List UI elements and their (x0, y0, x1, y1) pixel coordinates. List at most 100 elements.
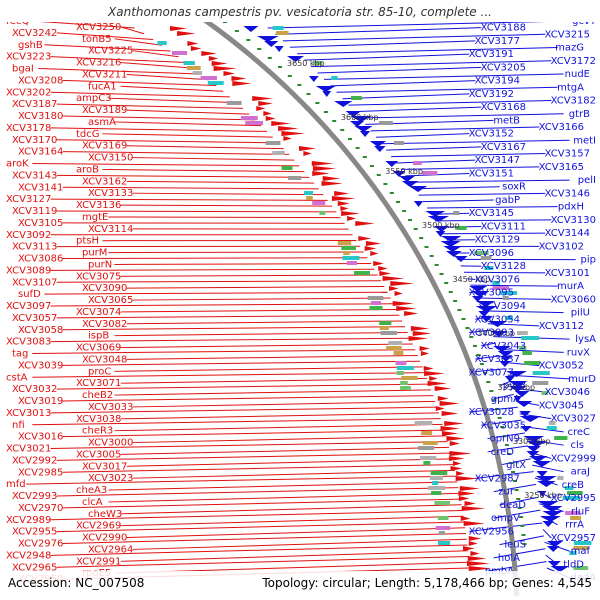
leader-line (391, 153, 546, 158)
gene-label: zur (498, 487, 515, 498)
gene-label: metI (573, 135, 596, 146)
gene-label: leuS (504, 540, 526, 551)
gene-label: XCV3027 (551, 414, 596, 425)
leader-line (62, 533, 466, 544)
forward-annotation-block (240, 116, 258, 120)
gene-label: XCV3250 (76, 22, 121, 33)
forward-annotation-block (380, 331, 398, 335)
reverse-gene-arrow (546, 541, 564, 547)
gene-label: XCV3114 (88, 224, 133, 235)
leader-line (50, 91, 230, 98)
reverse-gene-arrow (528, 456, 548, 462)
leader-line (132, 50, 179, 58)
reverse-gene-arrow (392, 171, 406, 177)
gene-label: XCV3141 (18, 182, 63, 193)
leader-line (50, 544, 468, 556)
tick-dash (424, 246, 429, 248)
leader-line (126, 180, 315, 184)
leader-line (108, 251, 364, 254)
gene-label: XCV3225 (88, 46, 133, 57)
kbp-tick-label: 3550 kbp (385, 167, 423, 176)
forward-gene-arrow (440, 426, 461, 431)
leader-line (470, 284, 558, 287)
tick-dash (489, 390, 494, 392)
gene-label: XCV3208 (18, 75, 63, 86)
gene-label: XCV3130 (551, 215, 596, 226)
gene-label: XCV2976 (18, 539, 63, 550)
forward-annotation-block (306, 196, 313, 200)
leader-line (62, 151, 290, 155)
forward-gene-arrow (331, 196, 356, 201)
tick-dash (278, 66, 283, 68)
tick-dash (502, 435, 507, 437)
gene-label: XCV3069 (76, 343, 121, 354)
gene-label: pip (581, 255, 596, 266)
reverse-gene-arrow (425, 211, 446, 217)
reverse-gene-arrow (515, 401, 533, 407)
tick-dash (479, 363, 484, 365)
leader-line (50, 337, 411, 343)
gene-label: creD (491, 447, 515, 458)
leader-line (56, 487, 459, 497)
leader-line (120, 550, 469, 562)
gene-label: XCV3060 (551, 294, 596, 305)
forward-gene-arrow (281, 131, 306, 136)
forward-gene-arrow (340, 206, 349, 211)
leader-line (38, 68, 202, 75)
reverse-gene-arrow (308, 76, 319, 82)
leader-line (132, 538, 467, 550)
forward-gene-arrow (213, 66, 238, 71)
forward-gene-arrow (337, 201, 350, 206)
tick-dash (476, 354, 481, 356)
gene-label: XCV3166 (539, 122, 584, 133)
leader-line (348, 100, 552, 106)
gene-label: XCV3095 (469, 288, 514, 299)
leader-line (120, 446, 449, 455)
gene-label: XCV2965 (12, 562, 57, 573)
leader-line (132, 469, 455, 479)
leader-line (120, 85, 224, 92)
reverse-annotation-block (275, 31, 289, 35)
gene-label: XCV3083 (6, 337, 51, 348)
reverse-annotation-block (573, 541, 592, 545)
leader-line (56, 210, 337, 213)
forward-annotation-block (438, 541, 451, 545)
reverse-gene-arrow (526, 441, 547, 447)
gene-label: XCV2992 (12, 455, 57, 466)
gene-label: XCV3146 (545, 188, 590, 199)
gene-label: XCV2991 (76, 556, 121, 567)
forward-gene-arrow (462, 546, 475, 551)
forward-gene-arrow (283, 136, 292, 141)
leader-line (386, 146, 482, 151)
forward-gene-arrow (448, 456, 465, 461)
kbp-tick-label: 3600 kbp (341, 113, 379, 122)
leader-line (132, 157, 295, 161)
gene-label: XCV3023 (88, 473, 133, 484)
reverse-annotation-block (313, 61, 323, 65)
gene-label: XCV3054 (475, 314, 520, 325)
gene-label: XCV2964 (88, 544, 133, 555)
reverse-gene-arrow (538, 491, 547, 497)
gene-label: XCV3039 (18, 360, 63, 371)
gene-label: XCV3096 (469, 248, 514, 259)
gene-label: bgaI (12, 64, 34, 75)
reverse-gene-arrow (385, 161, 399, 167)
forward-annotation-block (386, 346, 402, 350)
forward-gene-arrow (322, 176, 341, 181)
forward-gene-arrow (341, 211, 360, 216)
tick-dash (297, 84, 302, 86)
forward-gene-arrow (358, 236, 372, 241)
forward-gene-arrow (441, 431, 459, 436)
left-label-leaders (26, 20, 470, 580)
gene-label: deaD (500, 500, 527, 511)
reverse-annotation-block (541, 391, 548, 395)
tick-dash (486, 381, 491, 383)
leader-line (44, 44, 171, 52)
tick-dash (389, 192, 394, 194)
reverse-annotation-block (532, 371, 550, 375)
gene-label: XCV3113 (12, 242, 57, 253)
gene-label: ruvX (567, 347, 590, 358)
reverse-gene-arrow (505, 371, 528, 377)
leader-line (499, 458, 532, 466)
gene-label: nudE (565, 69, 590, 80)
